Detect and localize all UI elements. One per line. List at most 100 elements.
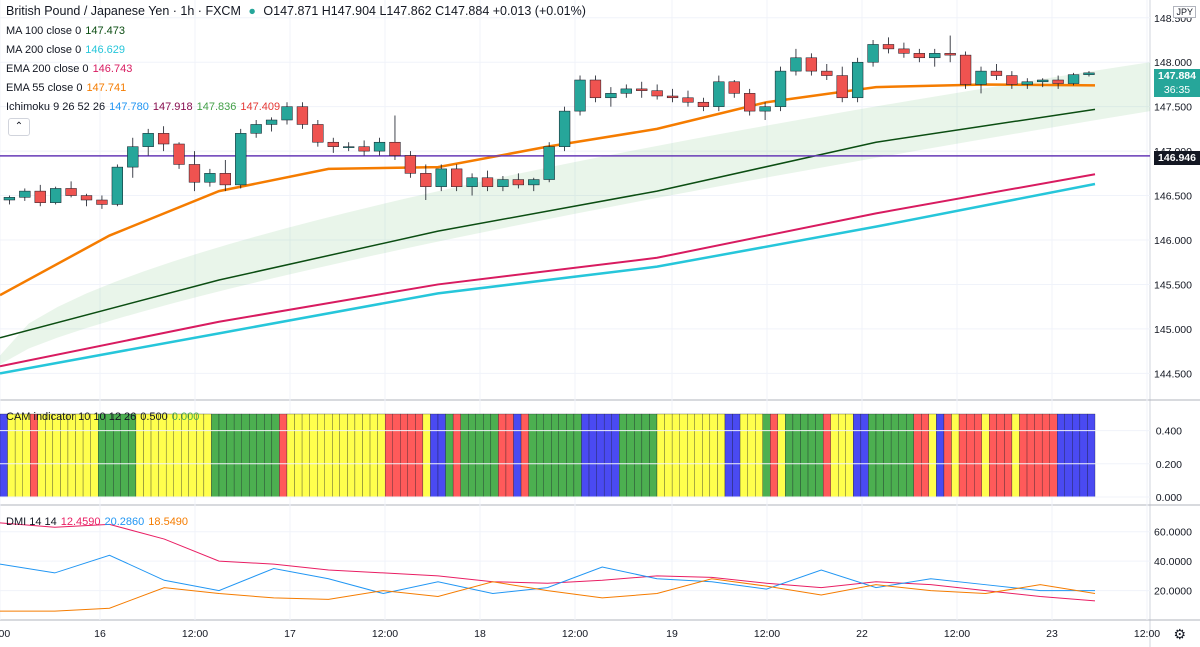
cam-bar [82,413,91,498]
candle [481,177,494,187]
legend-item: MA 100 close 0 147.473 [6,25,125,37]
countdown-tag: 36:35 [1154,83,1200,97]
x-tick-label: 12:00 [372,628,398,640]
candle [451,168,463,187]
cam-bar [536,413,544,498]
candle [636,88,648,91]
candle [142,133,154,147]
cam-bar [679,413,688,498]
cam-bar [702,413,711,498]
candle [713,81,725,107]
cam-bar [853,413,862,498]
cam-bar [656,413,665,498]
cam-bar [14,413,23,498]
cam-bar [158,413,167,498]
candle [235,133,247,186]
cam-bar [966,413,975,498]
cam-bar [664,413,673,498]
cam-bar [815,413,824,498]
cam-bar [649,413,658,498]
cam-bar [566,413,575,498]
x-tick-label: 16 [94,628,106,640]
x-tick-label: 12:00 [562,628,588,640]
cam-bar [1087,413,1096,498]
cam-bar [218,413,227,498]
candle [805,57,818,72]
series-line [0,182,1096,375]
cam-bar [460,413,469,498]
cam-bar [188,413,197,498]
candle [744,93,756,112]
y-tick-label: 0.000 [1156,492,1182,504]
cam-bar [671,413,680,498]
cam-bar [490,413,499,498]
candle [774,70,787,107]
cam-bar [211,413,220,498]
cam-bar [392,413,401,498]
candle [34,190,46,203]
cam-bar [830,413,839,498]
cam-bar [430,413,439,498]
candle [574,79,586,112]
y-tick-label: 146.000 [1154,235,1192,247]
cam-bar [860,413,869,498]
collapse-legend-button[interactable]: ⌃ [8,118,30,136]
cam-bar [709,413,718,498]
candle [1021,81,1033,85]
cam-bar [437,413,446,498]
candle [1052,79,1064,84]
cam-bar [989,413,997,498]
cam-bar [928,413,937,498]
cam-bar [422,413,431,498]
candle [420,173,432,187]
gear-icon[interactable]: ⚙ [1173,626,1186,642]
cam-bar [7,413,16,498]
cam-bar [694,413,703,498]
cam-bar [943,413,952,498]
cam-bar [483,413,492,498]
x-tick-label: 2:00 [0,628,10,640]
candle [990,70,1003,76]
cam-bar [452,413,461,498]
cam-bar [588,413,597,498]
cam-bar [362,413,371,498]
cam-bar [1011,413,1020,498]
cam-bar [233,413,242,498]
cam-bar [800,413,809,498]
cam-bar [309,413,318,498]
cam-bar [974,413,982,498]
cam-bar [52,413,61,498]
cam-bar [67,413,76,498]
cam-bar [241,413,250,498]
x-tick-label: 12:00 [754,628,780,640]
cam-bar [347,413,356,498]
series-line [0,108,1096,339]
candle [497,179,509,187]
cam-bar [37,413,46,498]
candle [204,173,216,183]
y-tick-label: 144.500 [1154,368,1192,380]
cam-bar [611,413,620,498]
cam-bar [498,413,507,498]
cam-bar [513,413,522,498]
indicator-legend: MA 100 close 0 147.473 MA 200 close 0 146.6… [6,24,284,114]
cam-bar [0,413,8,498]
cam-bar [256,413,265,498]
candle [790,57,802,72]
candle [343,146,355,148]
cam-bar [143,413,152,498]
candle [728,81,740,94]
cam-bar [75,413,84,498]
candle [435,168,447,187]
candle [975,70,987,85]
candle [65,188,77,196]
y-tick-label: 0.200 [1156,459,1182,471]
legend-item: EMA 55 close 0 147.741 [6,82,127,94]
y-tick-label: 148.000 [1154,57,1192,69]
candle [404,155,417,174]
currency-badge: JPY [1173,6,1196,18]
cam-bar [400,413,408,498]
y-tick-label: 40.0000 [1154,556,1192,568]
cam-bar [641,413,650,498]
